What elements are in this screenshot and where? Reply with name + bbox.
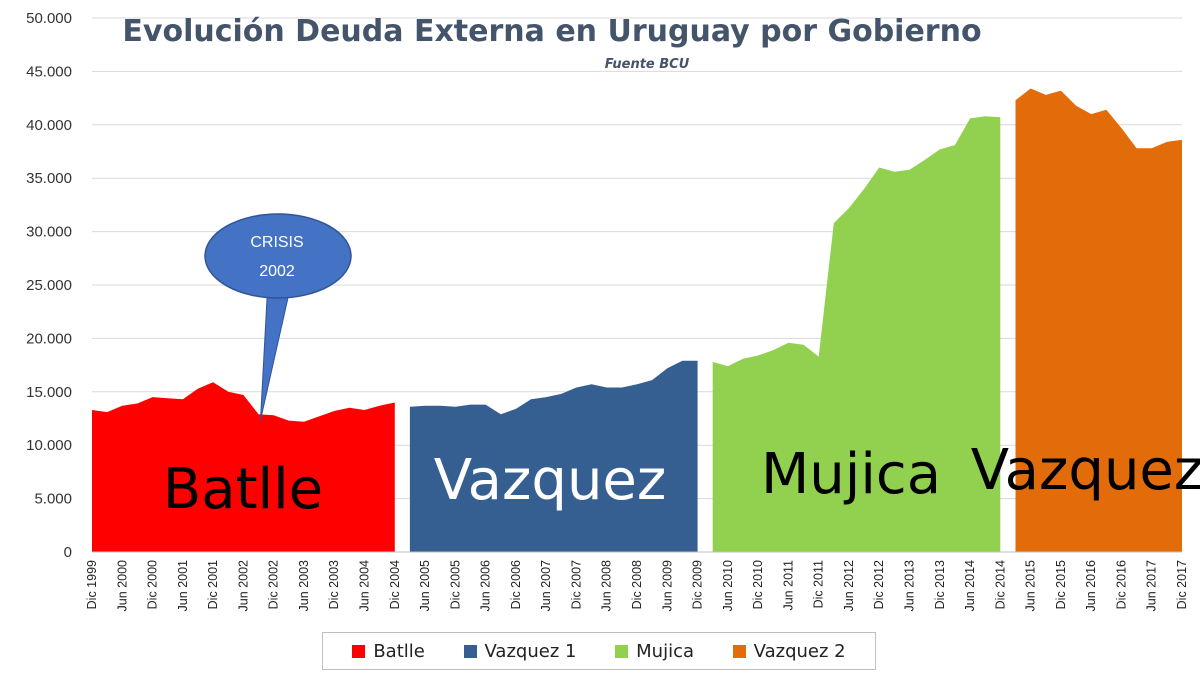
legend-item-vazquez-2: Vazquez 2 [732,640,846,662]
y-tick-label: 20.000 [26,330,72,347]
legend-item-vazquez-1: Vazquez 1 [463,640,577,662]
government-label-vazquez-2: Vazquez [971,438,1200,503]
x-tick-label: Jun 2006 [479,560,493,611]
y-tick-label: 25.000 [26,277,72,294]
x-tick-label: Jun 2002 [236,560,250,611]
government-labels: Batlle Vazquez Mujica Vazquez [163,438,1200,522]
government-label-batlle: Batlle [163,457,323,522]
x-tick-label: Jun 2014 [963,560,977,611]
x-tick-label: Dic 2003 [327,560,341,609]
legend-swatch-batlle [352,644,366,658]
legend: Batlle Vazquez 1 Mujica Vazquez 2 [322,632,876,670]
legend-swatch-mujica [615,644,629,658]
x-tick-label: Jun 2004 [358,560,372,611]
x-tick-label: Jun 2015 [1024,560,1038,611]
x-tick-label: Jun 2008 [600,560,614,611]
chart-subtitle: Fuente BCU [605,57,690,72]
y-tick-label: 45.000 [26,63,72,80]
x-tick-label: Dic 2017 [1175,560,1189,609]
x-tick-label: Jun 2009 [660,560,674,611]
government-label-mujica: Mujica [761,442,941,507]
x-tick-label: Jun 2003 [297,560,311,611]
y-tick-label: 40.000 [26,117,72,134]
x-tick-label: Dic 2000 [146,560,160,609]
legend-swatch-vazquez-1 [463,644,477,658]
x-tick-label: Dic 2005 [448,560,462,609]
y-tick-label: 15.000 [26,384,72,401]
y-tick-label: 10.000 [26,437,72,454]
x-tick-label: Dic 2006 [509,560,523,609]
x-tick-label: Jun 2007 [539,560,553,611]
y-tick-label: 50.000 [26,10,72,27]
x-tick-label: Jun 2011 [781,560,795,611]
x-tick-label: Jun 2017 [1145,560,1159,611]
plot-area [92,88,1182,553]
legend-item-batlle: Batlle [352,641,425,662]
callout-pointer [260,279,293,421]
x-tick-label: Dic 2010 [751,560,765,609]
area-vazquez-1 [409,360,698,552]
area-vazquez-2 [1015,88,1182,552]
legend-item-mujica: Mujica [615,641,694,662]
x-tick-label: Dic 2001 [206,560,220,609]
y-tick-label: 0 [64,544,72,561]
legend-label-vazquez-2: Vazquez 2 [753,640,846,662]
y-axis: 0 5.000 10.000 15.000 20.000 25.000 30.000 35.0… [26,10,72,561]
x-tick-label: Dic 2013 [933,560,947,609]
x-axis: Dic 1999 Jun 2000 Dic 2000 Jun 2001 Dic 2001… [85,560,1189,611]
y-tick-label: 35.000 [26,170,72,187]
x-tick-label: Jun 2016 [1084,560,1098,611]
legend-swatch-vazquez-2 [732,644,746,658]
legend-label-vazquez-1: Vazquez 1 [484,640,577,662]
x-tick-label: Jun 2012 [842,560,856,611]
area-batlle [92,382,395,552]
y-tick-label: 30.000 [26,224,72,241]
legend-label-mujica: Mujica [636,640,694,662]
legend-label-batlle: Batlle [373,640,425,662]
x-tick-label: Dic 2012 [872,560,886,609]
x-tick-label: Jun 2000 [115,560,129,611]
x-tick-label: Dic 2008 [630,560,644,609]
x-tick-label: Dic 2009 [691,560,705,609]
callout-bubble [204,213,352,299]
x-tick-label: Dic 2007 [569,560,583,609]
x-tick-label: Jun 2001 [176,560,190,611]
x-tick-label: Dic 2002 [267,560,281,609]
area-mujica [712,116,1001,553]
x-tick-label: Jun 2005 [418,560,432,611]
x-tick-label: Jun 2013 [903,560,917,611]
chart-title: Evolución Deuda Externa en Uruguay por G… [122,14,981,49]
x-tick-label: Dic 1999 [85,560,99,609]
x-tick-label: Jun 2010 [721,560,735,611]
callout-text-line2: 2002 [259,263,295,280]
x-tick-label: Dic 2016 [1114,560,1128,609]
y-tick-label: 5.000 [34,491,72,508]
crisis-callout: CRISIS 2002 [204,213,352,421]
x-tick-label: Dic 2004 [388,560,402,609]
x-tick-label: Dic 2011 [812,560,826,608]
government-label-vazquez-1: Vazquez [434,448,667,513]
x-tick-label: Dic 2015 [1054,560,1068,609]
callout-text-line1: CRISIS [250,234,303,251]
x-tick-label: Dic 2014 [993,560,1007,609]
